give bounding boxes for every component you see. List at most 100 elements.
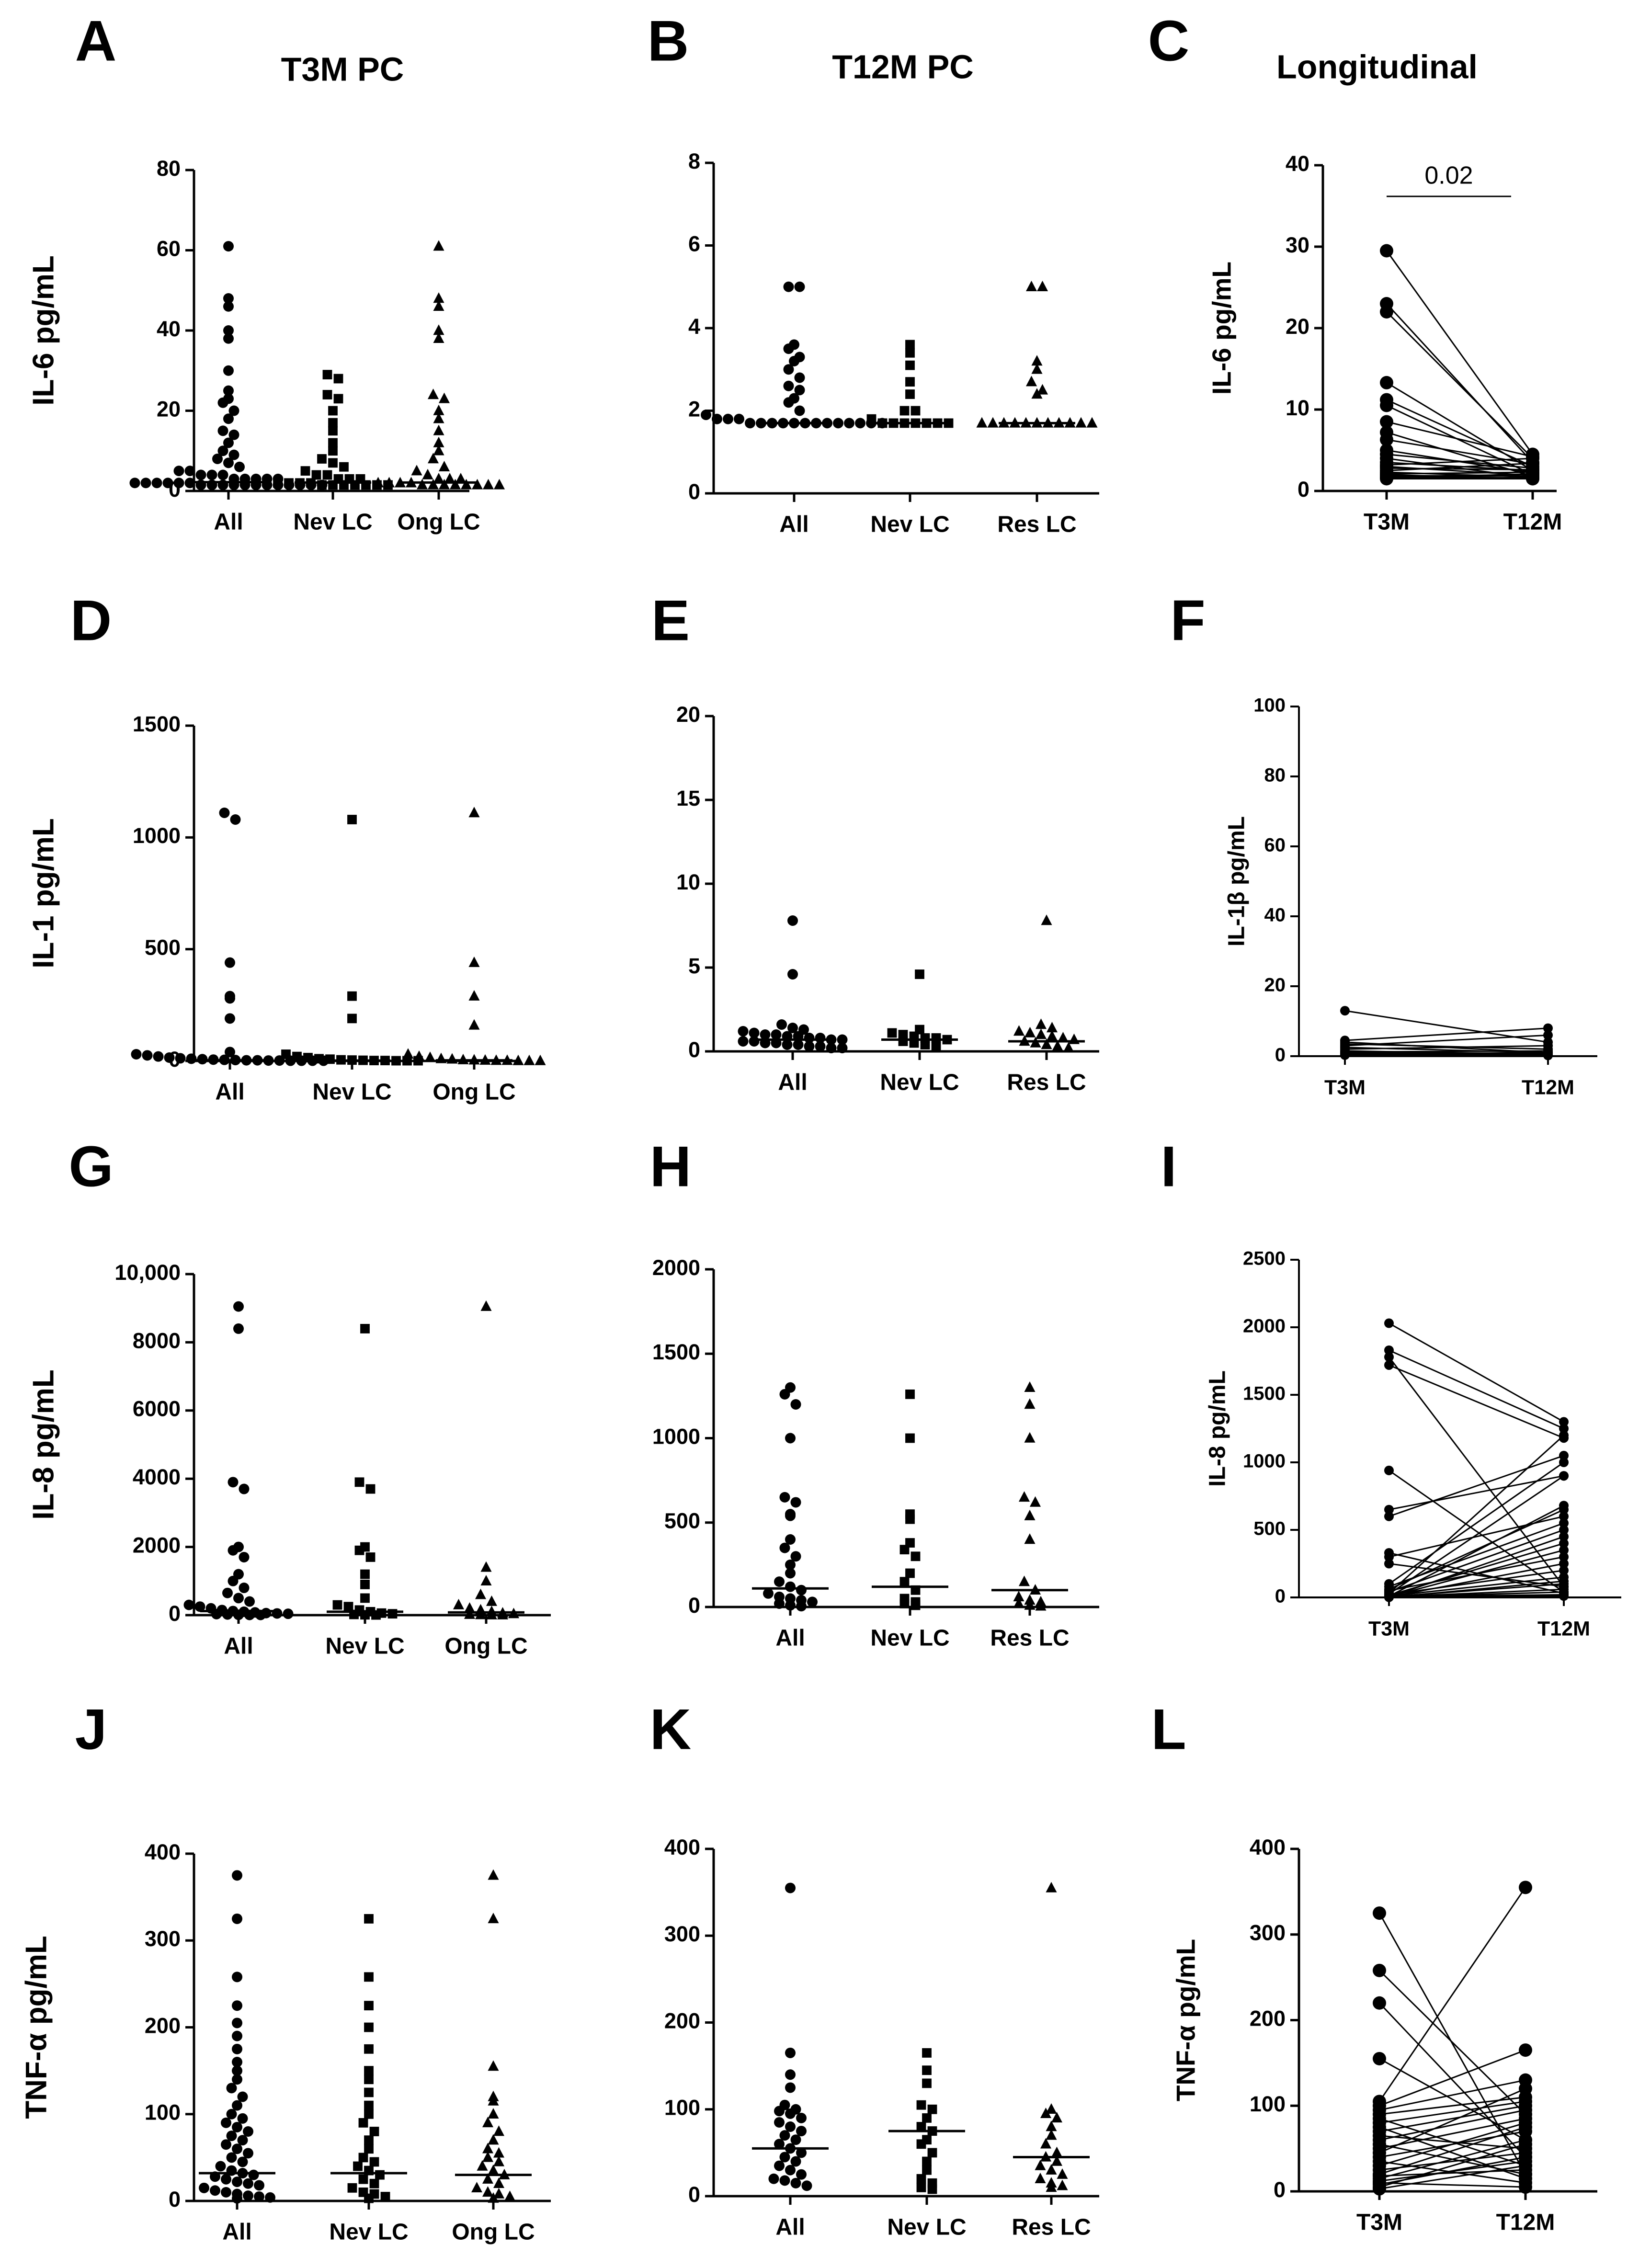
data-point	[1559, 1458, 1569, 1467]
data-point	[1559, 1430, 1569, 1440]
data-point	[790, 2177, 801, 2188]
data-point	[1519, 2082, 1532, 2096]
data-point	[263, 1055, 274, 1066]
pair-line	[1344, 1045, 1548, 1050]
pair-line	[1379, 2139, 1526, 2179]
data-point	[273, 478, 283, 488]
data-point	[433, 300, 444, 311]
data-point	[1519, 2137, 1532, 2151]
data-point	[774, 2139, 785, 2150]
data-point	[1519, 1881, 1532, 1894]
data-point	[232, 2121, 242, 2132]
data-point	[1040, 2108, 1052, 2119]
y-tick-label: 40	[157, 317, 181, 341]
data-point	[332, 1600, 342, 1610]
panel-letter: D	[70, 589, 112, 653]
panel-letter: I	[1161, 1135, 1176, 1199]
data-point	[922, 2048, 932, 2058]
pair-line	[1379, 2160, 1526, 2184]
data-point	[243, 2148, 253, 2159]
data-point	[760, 1029, 771, 1040]
y-tick-label: 0	[688, 1037, 700, 1062]
chart-panel-c: C 0 10 20 30 40 T3M T12M IL-6 pg/mL 0.02	[1148, 9, 1562, 535]
data-point	[488, 1913, 499, 1924]
data-point	[232, 2193, 242, 2204]
data-point	[228, 405, 239, 416]
data-point	[1024, 1381, 1036, 1392]
data-point	[1380, 415, 1393, 429]
data-point	[283, 1608, 294, 1619]
data-point	[433, 473, 444, 484]
y-tick-label: 8000	[133, 1328, 181, 1353]
data-point	[1384, 1552, 1394, 1562]
data-point	[226, 2152, 237, 2163]
data-point	[922, 2078, 932, 2088]
data-point	[488, 1869, 499, 1880]
pair-line	[1379, 2109, 1526, 2141]
pair-line	[1378, 1887, 1526, 2102]
pair-line	[1389, 1475, 1564, 1595]
data-point	[488, 2095, 499, 2106]
data-point	[1384, 1559, 1394, 1569]
pair-line	[1389, 1364, 1564, 1439]
data-point	[281, 1049, 291, 1059]
x-tick-label: Ong LC	[452, 2220, 535, 2245]
data-point	[493, 2155, 505, 2166]
data-point	[244, 1609, 255, 1620]
data-point	[131, 1049, 142, 1060]
data-point	[779, 2175, 790, 2186]
chart-panel-h: H 0 500 1000 1500 2000 All Nev LC Res LC	[650, 1135, 1099, 1651]
chart-panel-l: L 0 100 200 300 400 T3M T12M TNF-α pg/mL	[1151, 1698, 1597, 2235]
pair-line	[1379, 2169, 1526, 2177]
data-point	[232, 1972, 242, 1983]
data-point	[911, 1600, 921, 1610]
y-tick-label: 400	[1250, 1835, 1286, 1859]
data-point	[217, 469, 228, 480]
pair-line	[1389, 1591, 1564, 1598]
pair-line	[1389, 1536, 1564, 1598]
data-point	[325, 1054, 335, 1064]
x-tick-label: Nev LC	[880, 1070, 959, 1095]
panel-letter: H	[650, 1135, 692, 1199]
y-tick-label: 60	[157, 236, 181, 261]
pair-line	[1344, 1054, 1548, 1057]
data-point	[779, 2152, 790, 2163]
data-point	[317, 454, 327, 464]
data-point	[230, 814, 241, 825]
data-point	[233, 1323, 244, 1334]
data-point	[369, 2127, 379, 2136]
data-point	[1018, 1575, 1030, 1586]
data-point	[328, 418, 338, 428]
y-tick-label: 0	[1275, 1045, 1286, 1066]
data-point	[232, 2043, 242, 2054]
data-point	[1013, 1597, 1024, 1608]
chart-panel-k: K 0 100 200 300 400 All Nev LC Res LC	[650, 1698, 1099, 2240]
data-point	[774, 2160, 785, 2171]
data-point	[779, 1492, 790, 1503]
data-point	[1384, 1352, 1394, 1362]
data-point	[234, 461, 245, 472]
data-point	[1063, 1042, 1074, 1053]
x-tick-label: Nev LC	[329, 2220, 408, 2245]
y-tick-label: 1500	[1243, 1383, 1286, 1404]
data-point	[790, 2134, 801, 2145]
y-tick-label: 0	[688, 1593, 700, 1618]
y-tick-label: 100	[664, 2096, 700, 2120]
data-point	[1384, 1465, 1394, 1475]
data-point	[785, 2165, 796, 2176]
data-point	[790, 1551, 801, 1562]
data-point	[796, 1601, 807, 1612]
data-point	[911, 406, 921, 416]
data-point	[369, 2178, 379, 2188]
data-point	[1046, 1881, 1057, 1892]
data-point	[1024, 1533, 1036, 1544]
data-point	[1519, 2159, 1532, 2173]
pair-line	[1344, 1050, 1548, 1053]
data-point	[164, 1052, 175, 1063]
data-point	[1046, 2103, 1057, 2114]
data-point	[464, 1608, 476, 1619]
data-point	[217, 397, 228, 408]
data-point	[232, 2030, 242, 2041]
data-point	[1384, 1504, 1394, 1515]
